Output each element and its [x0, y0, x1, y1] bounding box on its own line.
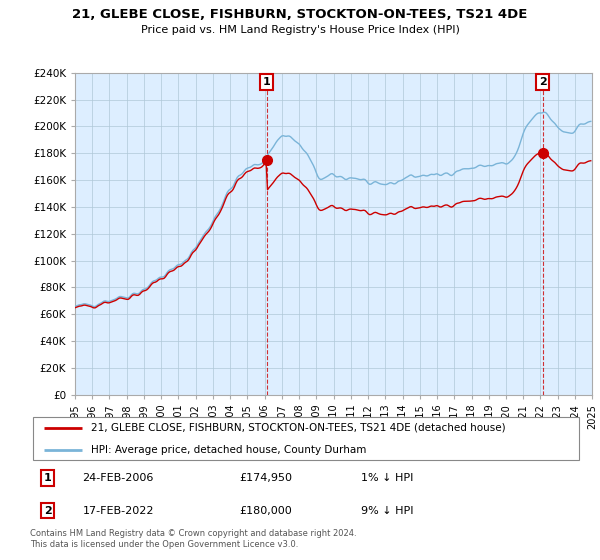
FancyBboxPatch shape: [33, 417, 579, 460]
Text: Contains HM Land Registry data © Crown copyright and database right 2024.
This d: Contains HM Land Registry data © Crown c…: [30, 529, 356, 549]
Text: £174,950: £174,950: [240, 473, 293, 483]
Text: 2: 2: [539, 77, 547, 87]
Text: 9% ↓ HPI: 9% ↓ HPI: [361, 506, 414, 516]
Text: 1: 1: [263, 77, 271, 87]
Text: HPI: Average price, detached house, County Durham: HPI: Average price, detached house, Coun…: [91, 445, 366, 455]
Text: Price paid vs. HM Land Registry's House Price Index (HPI): Price paid vs. HM Land Registry's House …: [140, 25, 460, 35]
Text: 1: 1: [44, 473, 52, 483]
Text: 17-FEB-2022: 17-FEB-2022: [82, 506, 154, 516]
Text: 21, GLEBE CLOSE, FISHBURN, STOCKTON-ON-TEES, TS21 4DE (detached house): 21, GLEBE CLOSE, FISHBURN, STOCKTON-ON-T…: [91, 423, 505, 433]
Text: 1% ↓ HPI: 1% ↓ HPI: [361, 473, 413, 483]
Text: 2: 2: [44, 506, 52, 516]
Text: 21, GLEBE CLOSE, FISHBURN, STOCKTON-ON-TEES, TS21 4DE: 21, GLEBE CLOSE, FISHBURN, STOCKTON-ON-T…: [73, 8, 527, 21]
Text: £180,000: £180,000: [240, 506, 293, 516]
Text: 24-FEB-2006: 24-FEB-2006: [82, 473, 154, 483]
